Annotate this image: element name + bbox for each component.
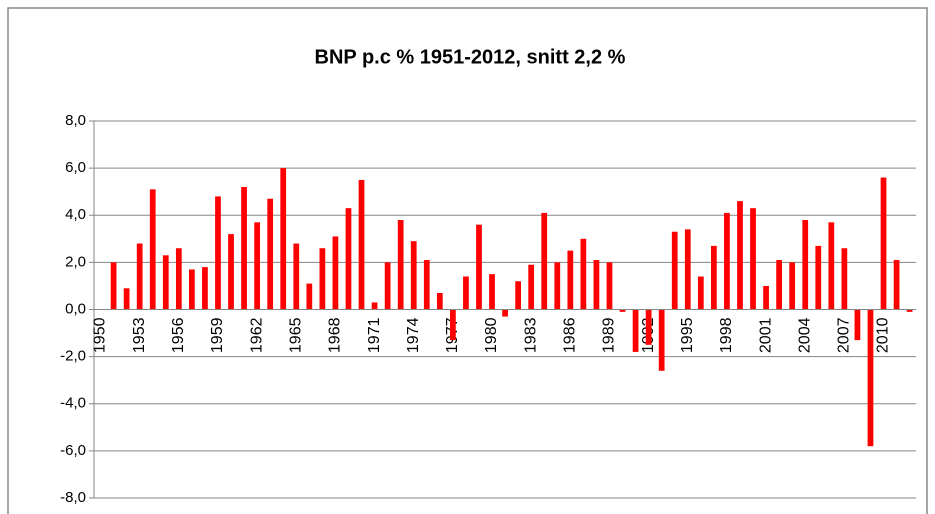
y-tick-label: 6,0 bbox=[65, 159, 86, 176]
bar bbox=[671, 231, 678, 310]
bar bbox=[697, 276, 704, 310]
bar bbox=[306, 283, 313, 310]
bar bbox=[436, 293, 443, 310]
bar bbox=[123, 288, 130, 310]
y-tick-label: 8,0 bbox=[65, 112, 86, 129]
bar bbox=[789, 262, 796, 310]
bar bbox=[228, 234, 234, 310]
y-tick-label: 4,0 bbox=[65, 206, 86, 223]
y-tick-label: 2,0 bbox=[65, 253, 86, 270]
bar bbox=[384, 262, 391, 310]
bar bbox=[619, 309, 626, 312]
bar bbox=[410, 241, 417, 310]
bar bbox=[423, 260, 430, 310]
bar bbox=[815, 245, 822, 310]
bar bbox=[906, 309, 913, 312]
bar bbox=[763, 285, 769, 310]
x-tick-label: 1953 bbox=[131, 317, 148, 353]
bar bbox=[776, 260, 782, 310]
bar bbox=[541, 212, 548, 310]
x-tick-label: 1962 bbox=[248, 317, 265, 353]
bar bbox=[332, 236, 339, 310]
bar bbox=[280, 168, 287, 310]
y-tick-label: -8,0 bbox=[60, 489, 86, 506]
bar bbox=[737, 201, 743, 310]
x-tick-label: 1956 bbox=[170, 317, 187, 353]
bar bbox=[880, 177, 887, 310]
bar bbox=[371, 302, 378, 310]
bar bbox=[841, 248, 848, 310]
bar bbox=[319, 248, 326, 310]
chart-frame bbox=[7, 7, 928, 514]
bar bbox=[189, 269, 195, 310]
bar bbox=[162, 255, 169, 310]
bar bbox=[554, 262, 561, 310]
bar bbox=[593, 260, 600, 310]
bar bbox=[645, 309, 652, 345]
bar bbox=[136, 243, 143, 310]
bar bbox=[489, 274, 495, 310]
x-tick-label: 1959 bbox=[209, 317, 226, 353]
bar bbox=[632, 309, 639, 352]
x-tick-label: 1965 bbox=[287, 317, 304, 353]
bar bbox=[254, 222, 260, 310]
bar bbox=[567, 250, 574, 310]
bar bbox=[893, 260, 900, 310]
bar bbox=[580, 238, 587, 310]
bar bbox=[606, 262, 613, 310]
bar bbox=[358, 179, 365, 310]
bar bbox=[802, 219, 809, 310]
bar bbox=[241, 186, 247, 310]
x-tick-label: 2010 bbox=[875, 317, 892, 353]
bar bbox=[515, 281, 521, 310]
y-tick-label: -4,0 bbox=[60, 395, 86, 412]
bar bbox=[202, 267, 208, 310]
bar bbox=[724, 212, 730, 310]
bar bbox=[684, 229, 691, 310]
bar bbox=[293, 243, 300, 310]
bar bbox=[267, 198, 274, 310]
bar bbox=[110, 262, 117, 310]
x-tick-label: 2007 bbox=[836, 317, 853, 353]
bar bbox=[711, 245, 717, 310]
bar bbox=[476, 224, 482, 310]
x-tick-label: 2001 bbox=[757, 317, 774, 353]
bar bbox=[658, 309, 665, 371]
bar bbox=[175, 248, 182, 310]
bar bbox=[345, 208, 352, 310]
x-tick-label: 1995 bbox=[679, 317, 696, 353]
bar bbox=[502, 309, 508, 317]
bar bbox=[463, 276, 469, 310]
y-tick-label: -6,0 bbox=[60, 442, 86, 459]
bar bbox=[854, 309, 861, 341]
x-tick-label: 1974 bbox=[405, 317, 422, 353]
x-tick-label: 1968 bbox=[327, 317, 344, 353]
bar bbox=[828, 222, 835, 310]
x-tick-label: 1983 bbox=[522, 317, 539, 353]
x-tick-label: 1986 bbox=[562, 317, 579, 353]
chart-title: BNP p.c % 1951-2012, snitt 2,2 % bbox=[315, 46, 626, 68]
x-tick-label: 1971 bbox=[366, 317, 383, 353]
x-tick-label: 1989 bbox=[601, 317, 618, 353]
bar bbox=[215, 196, 221, 310]
y-tick-label: 0,0 bbox=[65, 300, 86, 317]
bar bbox=[528, 264, 535, 310]
bar bbox=[867, 309, 874, 447]
bar bbox=[397, 219, 404, 310]
x-tick-label: 2004 bbox=[796, 317, 813, 353]
x-tick-label: 1980 bbox=[483, 317, 500, 353]
x-tick-label: 1950 bbox=[92, 317, 109, 353]
bar bbox=[450, 309, 456, 341]
bar bbox=[149, 189, 156, 310]
bar bbox=[750, 208, 756, 310]
x-tick-label: 1998 bbox=[718, 317, 735, 353]
y-tick-label: -2,0 bbox=[60, 348, 86, 365]
